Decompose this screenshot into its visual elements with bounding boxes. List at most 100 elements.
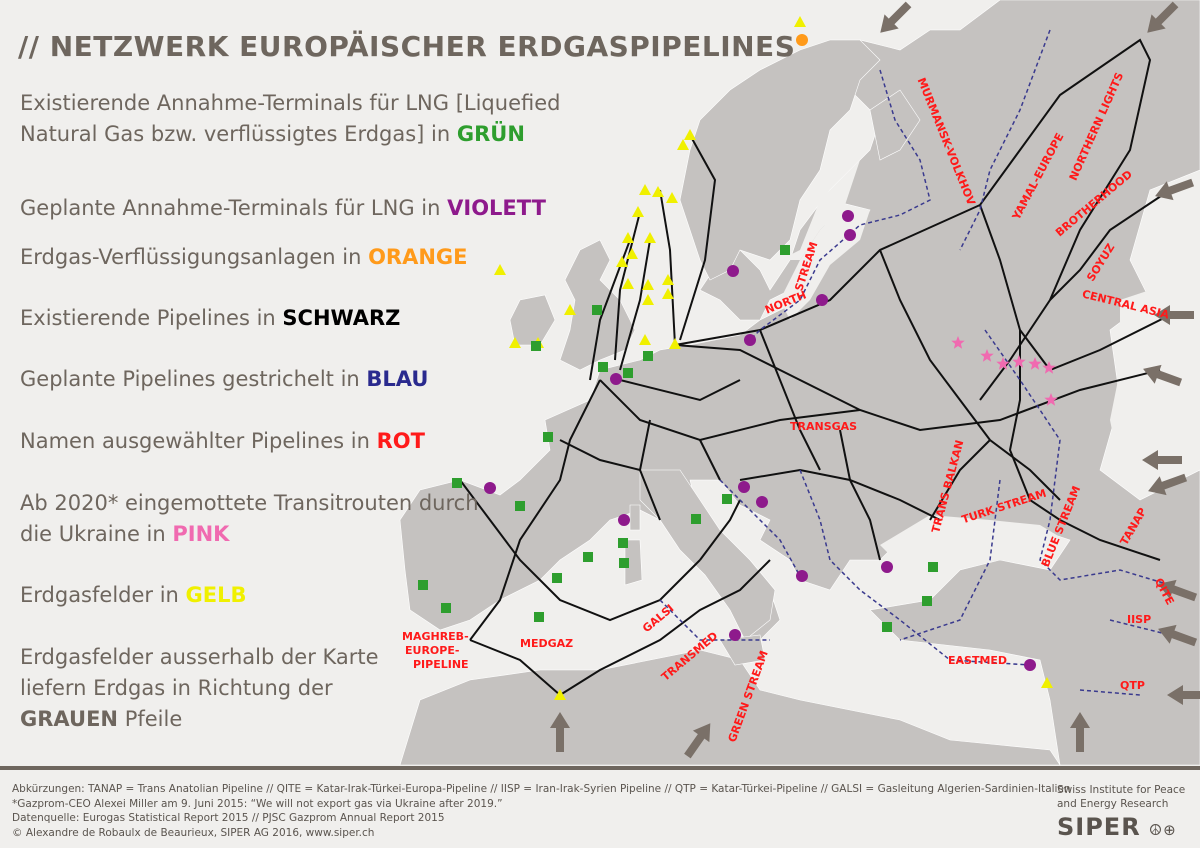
planned-pipeline — [959, 29, 1051, 251]
legend-text: Ab 2020* eingemottete Transitrouten durc… — [20, 491, 479, 546]
gas-field-marker — [684, 129, 696, 140]
land-shape — [399, 649, 1061, 765]
lng-terminal-marker — [515, 501, 525, 511]
supply-arrow-icon — [1158, 624, 1198, 647]
gas-field-marker — [662, 274, 674, 285]
lng-terminal-marker — [619, 558, 629, 568]
planned-pipeline — [659, 599, 770, 641]
planned-lng-terminal-marker — [738, 481, 750, 493]
pipeline-label: IISP — [1127, 613, 1152, 626]
gas-field-marker — [644, 232, 656, 243]
ukraine-transit-star — [1044, 393, 1058, 406]
pipeline-label: EASTMED — [948, 654, 1008, 667]
land-shape — [869, 89, 921, 161]
supply-arrow-icon — [1154, 305, 1194, 325]
ukraine-transit-star — [1042, 361, 1056, 374]
pipeline — [469, 379, 601, 641]
legend-keyword: PINK — [172, 522, 230, 546]
legend-keyword: ROT — [376, 429, 425, 453]
planned-pipeline — [749, 69, 931, 341]
footer-divider — [0, 766, 1200, 770]
pipeline — [679, 134, 717, 341]
lng-terminal-marker — [780, 245, 790, 255]
gas-field-marker — [794, 16, 806, 27]
ukraine-transit-star — [951, 336, 965, 349]
ukraine-transit-star — [980, 349, 994, 362]
lng-terminal-marker — [441, 603, 451, 613]
gas-field-marker — [642, 279, 654, 290]
land-shape — [639, 469, 776, 641]
siper-logo: SIPER ☮⊕ — [1057, 813, 1185, 841]
gulf-of-bothnia — [780, 160, 860, 260]
black-sea — [880, 515, 1065, 570]
pipeline — [839, 429, 881, 561]
logo-text: SIPER — [1057, 813, 1141, 841]
gas-field-marker — [564, 304, 576, 315]
legend-text: Existierende Annahme-Terminals für LNG [… — [20, 91, 561, 146]
legend-suffix: Pfeile — [124, 707, 183, 731]
org-name-2: and Energy Research — [1057, 798, 1169, 810]
pipeline — [469, 639, 561, 696]
pipeline — [979, 204, 1171, 372]
lng-terminal-marker — [691, 514, 701, 524]
pipeline-label: QTP — [1120, 679, 1145, 692]
lng-terminal-marker — [643, 351, 653, 361]
planned-lng-terminal-marker — [816, 294, 828, 306]
planned-lng-terminal-marker — [744, 334, 756, 346]
supply-arrow-icon — [550, 712, 570, 752]
legend-keyword: GRAUEN — [20, 707, 118, 731]
ukraine-transit-star — [996, 357, 1010, 370]
legend-keyword: SCHWARZ — [282, 306, 401, 330]
pipeline-label: MEDGAZ — [520, 637, 574, 650]
gas-field-marker — [669, 338, 681, 349]
gas-field-marker — [642, 294, 654, 305]
planned-lng-terminal-marker — [842, 210, 854, 222]
liquefaction-plant-marker — [796, 34, 808, 46]
legend-keyword: GRÜN — [456, 122, 525, 146]
pipeline — [619, 379, 741, 402]
legend-item: Erdgasfelder in GELB — [20, 580, 580, 611]
pipeline — [929, 439, 991, 521]
legend-item: Existierende Annahme-Terminals für LNG [… — [20, 88, 590, 150]
planned-lng-terminal-marker — [729, 629, 741, 641]
gas-field-marker — [554, 689, 566, 700]
legend-keyword: ORANGE — [368, 245, 468, 269]
lng-terminal-marker — [531, 341, 541, 351]
supply-arrow-icon — [1148, 473, 1188, 496]
ukraine-transit-star — [1028, 357, 1042, 370]
legend-item: Ab 2020* eingemottete Transitrouten durc… — [20, 488, 510, 550]
planned-lng-terminal-marker — [756, 496, 768, 508]
planned-lng-terminal-marker — [1024, 659, 1036, 671]
gas-field-marker — [652, 186, 664, 197]
legend-text: Erdgas-Verflüssigungsanlagen in — [20, 245, 362, 269]
gas-field-marker — [494, 264, 506, 275]
planned-lng-terminal-marker — [610, 373, 622, 385]
land-shape — [629, 504, 641, 531]
footer-notes: Abkürzungen: TANAP = Trans Anatolian Pip… — [12, 782, 1071, 840]
legend-text: Namen ausgewählter Pipelines in — [20, 429, 370, 453]
supply-arrow-icon — [1167, 685, 1200, 705]
planned-lng-terminal-marker — [881, 561, 893, 573]
lng-terminal-marker — [623, 368, 633, 378]
legend-text: Geplante Pipelines gestrichelt in — [20, 367, 360, 391]
lng-terminal-marker — [722, 494, 732, 504]
legend-item: Erdgasfelder ausserhalb der Karte liefer… — [20, 642, 395, 735]
legend-text: Existierende Pipelines in — [20, 306, 276, 330]
planned-lng-terminal-marker — [844, 229, 856, 241]
footer-copyright: © Alexandre de Robaulx de Beaurieux, SIP… — [12, 826, 375, 839]
legend-item: Erdgas-Verflüssigungsanlagen in ORANGE — [20, 242, 580, 273]
lng-terminal-marker — [543, 432, 553, 442]
pipeline — [1008, 330, 1161, 561]
page-title: // NETZWERK EUROPÄISCHER ERDGASPIPELINES — [18, 30, 796, 63]
map-markers — [418, 1, 1200, 759]
lng-terminal-marker — [592, 305, 602, 315]
pipeline — [559, 559, 771, 696]
planned-pipeline — [984, 329, 1171, 586]
planned-pipeline — [899, 479, 1001, 641]
planned-lng-terminal-marker — [484, 482, 496, 494]
legend-keyword: GELB — [185, 583, 247, 607]
pipeline — [759, 329, 821, 471]
ukraine-transit-star — [1012, 355, 1026, 368]
legend-item: Geplante Pipelines gestrichelt in BLAU — [20, 364, 580, 395]
pipeline — [879, 249, 1061, 501]
